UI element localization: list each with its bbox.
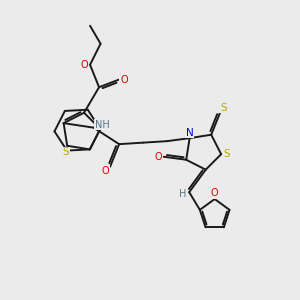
Text: O: O <box>120 75 128 85</box>
Text: O: O <box>211 188 218 198</box>
Text: N: N <box>186 128 194 138</box>
Text: O: O <box>154 152 162 162</box>
Text: S: S <box>62 147 69 158</box>
Text: O: O <box>81 60 88 70</box>
Text: NH: NH <box>95 120 110 130</box>
Text: S: S <box>220 103 226 113</box>
Text: S: S <box>224 149 230 159</box>
Text: O: O <box>102 166 110 176</box>
Text: H: H <box>179 189 186 199</box>
